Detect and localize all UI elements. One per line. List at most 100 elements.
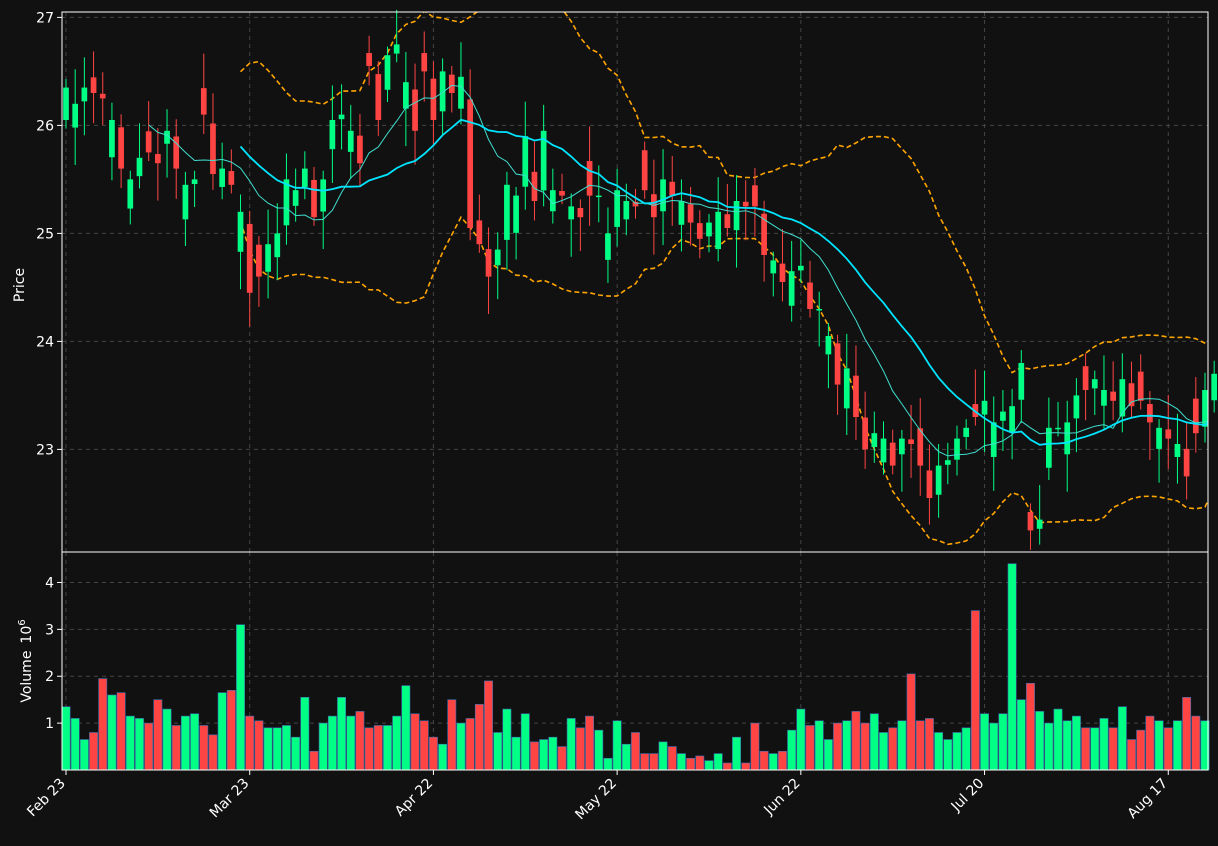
- volume-bar: [419, 720, 429, 771]
- candle-body: [788, 271, 795, 306]
- candle-body: [990, 422, 997, 457]
- volume-bar: [493, 732, 503, 771]
- volume-bar: [695, 755, 705, 771]
- candle-body: [1165, 429, 1172, 439]
- candle-body: [338, 114, 345, 120]
- moving-averages: [148, 84, 1208, 457]
- candle-body: [109, 120, 115, 158]
- volume-bar: [621, 743, 631, 771]
- volume-bar: [557, 746, 567, 771]
- volume-bar: [217, 692, 227, 771]
- volume-bar: [713, 753, 723, 771]
- candle-body: [779, 263, 786, 282]
- candle-body: [1055, 427, 1061, 430]
- volume-bar: [171, 725, 181, 771]
- volume-bar: [1053, 708, 1063, 771]
- candle-body: [1156, 427, 1162, 449]
- candle-body: [90, 77, 97, 93]
- volume-bar: [1108, 727, 1118, 771]
- volume-bar: [612, 720, 622, 771]
- candle-body: [1192, 398, 1199, 434]
- volume-bar: [585, 715, 595, 771]
- candle-body: [329, 120, 336, 150]
- candle-body: [1183, 448, 1190, 477]
- candle-body: [605, 233, 611, 260]
- volume-bar: [1007, 563, 1017, 771]
- volume-bar: [465, 718, 475, 771]
- price-axis-label: Price: [12, 268, 28, 302]
- candle-body: [1082, 366, 1089, 390]
- candle-body: [908, 439, 914, 444]
- candle-body: [274, 233, 281, 258]
- candle-body: [696, 223, 703, 239]
- volume-bar: [1099, 718, 1109, 771]
- volume-bar: [934, 732, 944, 771]
- candle-body: [1174, 444, 1181, 457]
- volume-bar: [897, 720, 907, 771]
- volume-bar: [1081, 727, 1091, 771]
- volume-bar: [79, 739, 89, 771]
- volume-tick-labels: 1 2 3 4: [45, 575, 62, 732]
- volume-bar: [814, 720, 824, 771]
- volume-bar: [1090, 727, 1100, 771]
- volume-bar: [1117, 706, 1127, 771]
- candle-body: [1045, 427, 1052, 468]
- volume-bar: [998, 713, 1008, 771]
- candle-body: [1091, 379, 1098, 389]
- volume-bar: [1035, 711, 1045, 771]
- volume-bar: [915, 720, 925, 771]
- volume-axis-label-text: Volume: [19, 651, 35, 703]
- candle-body: [81, 87, 88, 102]
- candle-body: [1000, 411, 1006, 421]
- volume-bar: [401, 685, 411, 771]
- volume-panel-frame: [61, 551, 1209, 771]
- volume-bar: [1044, 722, 1054, 771]
- volume-tick-label: 3: [45, 622, 54, 638]
- candle-body: [301, 168, 308, 187]
- candles: [63, 9, 1218, 550]
- candle-body: [228, 171, 235, 185]
- volume-bar: [1163, 727, 1173, 771]
- price-tick-label: 25: [36, 226, 54, 242]
- volume-bar: [566, 718, 576, 771]
- volume-bar: [980, 713, 989, 771]
- candle-body: [586, 161, 593, 196]
- candle-body: [448, 74, 455, 93]
- volume-bar: [575, 727, 585, 771]
- candle-body: [1101, 390, 1107, 406]
- candle-body: [660, 179, 666, 212]
- volume-bar: [970, 610, 980, 771]
- candle-body: [825, 336, 832, 355]
- candle-body: [742, 201, 749, 207]
- volume-bar: [392, 715, 402, 771]
- candle-body: [540, 130, 547, 191]
- candle-body: [1211, 373, 1218, 401]
- volume-bar: [373, 725, 383, 771]
- candle-body: [118, 127, 124, 169]
- volume-tick-label: 1: [45, 716, 54, 732]
- candle-body: [265, 244, 271, 272]
- price-tick-label: 26: [36, 118, 54, 134]
- volume-bar: [144, 722, 154, 771]
- candle-body: [164, 130, 170, 144]
- volume-bar: [851, 711, 861, 771]
- volume-bar: [484, 680, 493, 771]
- volume-bar: [722, 762, 732, 771]
- candle-body: [403, 82, 409, 109]
- volume-bar: [199, 725, 209, 771]
- candle-body: [283, 179, 290, 226]
- candle-body: [954, 438, 960, 460]
- candle-body: [494, 249, 501, 266]
- volume-bar: [778, 750, 787, 771]
- candle-body: [853, 375, 859, 417]
- volume-bar: [447, 699, 457, 771]
- volume-bars: [61, 563, 1210, 771]
- candle-body: [347, 130, 354, 152]
- volume-bar: [1145, 715, 1155, 771]
- volume-bar: [548, 736, 558, 771]
- candle-body: [63, 87, 69, 120]
- volume-bar: [631, 732, 640, 771]
- candle-body: [880, 438, 887, 463]
- candle-body: [504, 184, 510, 240]
- volume-bar: [383, 725, 392, 771]
